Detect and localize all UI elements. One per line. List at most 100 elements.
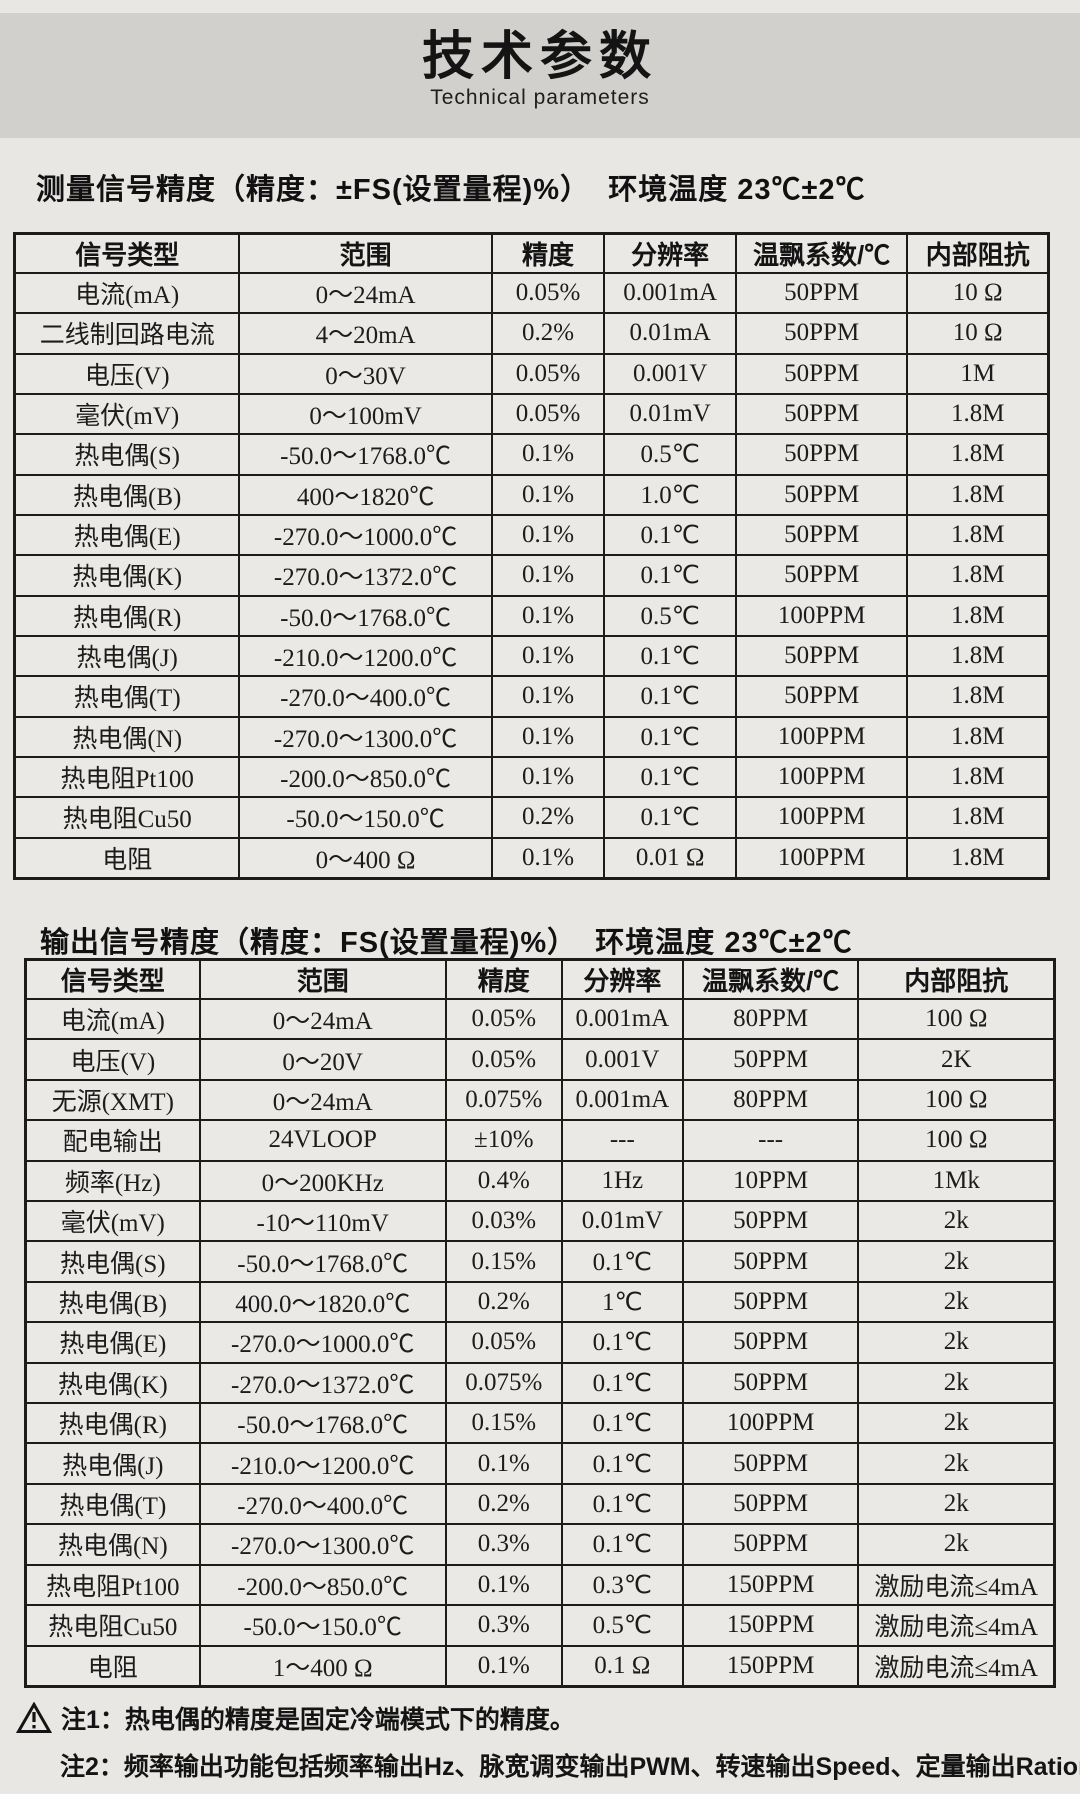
table-cell: 0～24mA bbox=[198, 1078, 447, 1122]
table-row: 无源(XMT) 0～24mA 0.075% 0.001mA 80PPM 100 Ω bbox=[24, 1078, 1056, 1122]
table-cell: 50PPM bbox=[734, 554, 909, 597]
table-cell: 0.05% bbox=[444, 1038, 563, 1081]
column-header: 分辨率 bbox=[560, 958, 684, 1000]
table-cell: -270.0～1300.0℃ bbox=[238, 715, 493, 758]
table-row: 热电偶(T) -270.0～400.0℃ 0.2% 0.1℃ 50PPM 2k bbox=[24, 1482, 1056, 1526]
table-row: 电阻 1～400 Ω 0.1% 0.1 Ω 150PPM 激励电流≤4mA bbox=[24, 1644, 1056, 1688]
table-cell: -50.0～1768.0℃ bbox=[198, 1402, 447, 1445]
table-row: 热电偶(B) 400.0～1820.0℃ 0.2% 1℃ 50PPM 2k bbox=[24, 1280, 1056, 1324]
table-cell: -270.0～400.0℃ bbox=[198, 1482, 447, 1526]
table-row: 热电偶(B) 400～1820℃ 0.1% 1.0℃ 50PPM 1.8M bbox=[13, 473, 1050, 516]
table-cell: -270.0～1372.0℃ bbox=[238, 554, 493, 597]
column-header: 内部阻抗 bbox=[906, 232, 1050, 274]
table-cell: 0.5℃ bbox=[603, 433, 737, 476]
footnote-line-2: 注2：频率输出功能包括频率输出Hz、脉宽调变输出PWM、转速输出Speed、定量… bbox=[16, 1747, 1080, 1783]
page-subtitle: Technical parameters bbox=[430, 86, 650, 110]
table-cell: 0.1℃ bbox=[560, 1240, 684, 1283]
table-row: 电流(mA) 0～24mA 0.05% 0.001mA 80PPM 100 Ω bbox=[24, 997, 1056, 1041]
table-cell: 2k bbox=[857, 1200, 1056, 1243]
table-cell: 0.2% bbox=[444, 1482, 563, 1526]
output-table-head: 信号类型 范围 精度 分辨率 温飘系数/℃ 内部阻抗 bbox=[24, 958, 1056, 1000]
table-cell: 0.15% bbox=[444, 1240, 563, 1283]
table-cell: 激励电流≤4mA bbox=[857, 1563, 1056, 1607]
table-row: 热电阻Cu50 -50.0～150.0℃ 0.2% 0.1℃ 100PPM 1.8M bbox=[13, 796, 1050, 839]
table-cell: 1.8M bbox=[906, 634, 1050, 678]
output-section-heading: 输出信号精度（精度：FS(设置量程)%） 环境温度 23℃±2℃ bbox=[40, 927, 853, 959]
table-cell: 1M bbox=[906, 352, 1050, 395]
table-cell: 2k bbox=[857, 1321, 1056, 1364]
table-cell: 0.2% bbox=[490, 796, 606, 839]
table-cell: 热电偶(T) bbox=[13, 675, 241, 718]
table-cell: 50PPM bbox=[681, 1361, 860, 1405]
table-cell: 24VLOOP bbox=[198, 1119, 447, 1162]
table-row: 热电阻Cu50 -50.0～150.0℃ 0.3% 0.5℃ 150PPM 激励电流≤4m… bbox=[24, 1604, 1056, 1647]
table-cell: 400～1820℃ bbox=[238, 473, 493, 516]
table-cell: 热电阻Pt100 bbox=[24, 1563, 201, 1607]
column-header: 精度 bbox=[444, 958, 563, 1000]
table-cell: 热电阻Cu50 bbox=[24, 1604, 201, 1647]
column-header: 分辨率 bbox=[603, 232, 737, 274]
table-cell: 0.1℃ bbox=[603, 796, 737, 839]
table-row: 电阻 0～400 Ω 0.1% 0.01 Ω 100PPM 1.8M bbox=[13, 836, 1050, 880]
table-row: 二线制回路电流 4～20mA 0.2% 0.01mA 50PPM 10 Ω bbox=[13, 312, 1050, 355]
column-header: 信号类型 bbox=[13, 232, 241, 274]
table-cell: 100PPM bbox=[734, 796, 909, 839]
table-cell: 0～100mV bbox=[238, 392, 493, 436]
table-cell: 0.05% bbox=[444, 1321, 563, 1364]
table-cell: 2k bbox=[857, 1442, 1056, 1485]
table-row: 热电偶(K) -270.0～1372.0℃ 0.1% 0.1℃ 50PPM 1.8M bbox=[13, 554, 1050, 597]
table-cell: 配电输出 bbox=[24, 1119, 201, 1162]
page-header-band: 技术参数 Technical parameters bbox=[0, 13, 1080, 138]
table-cell: 50PPM bbox=[734, 312, 909, 355]
table-cell: 0.1% bbox=[490, 433, 606, 476]
table-cell: 80PPM bbox=[681, 1078, 860, 1122]
table-cell: 50PPM bbox=[681, 1442, 860, 1485]
column-header: 信号类型 bbox=[24, 958, 201, 1000]
table-cell: 0.075% bbox=[444, 1361, 563, 1405]
table-cell: 激励电流≤4mA bbox=[857, 1604, 1056, 1647]
table-cell: -270.0～1372.0℃ bbox=[198, 1361, 447, 1405]
column-header: 范围 bbox=[238, 232, 493, 274]
table-row: 热电偶(N) -270.0～1300.0℃ 0.1% 0.1℃ 100PPM 1.8M bbox=[13, 715, 1050, 758]
table-cell: 0.1℃ bbox=[603, 554, 737, 597]
table-cell: 电流(mA) bbox=[13, 271, 241, 315]
table-cell: 热电偶(S) bbox=[24, 1240, 201, 1283]
table-row: 配电输出 24VLOOP ±10% --- --- 100 Ω bbox=[24, 1119, 1056, 1162]
table-cell: 0.2% bbox=[444, 1280, 563, 1324]
header-row: 信号类型 范围 精度 分辨率 温飘系数/℃ 内部阻抗 bbox=[24, 958, 1056, 1000]
table-cell: 0.01mV bbox=[560, 1200, 684, 1243]
table-cell: 电阻 bbox=[13, 836, 241, 880]
table-cell: -10～110mV bbox=[198, 1200, 447, 1243]
table-cell: 0～30V bbox=[238, 352, 493, 395]
table-cell: 热电偶(K) bbox=[24, 1361, 201, 1405]
table-cell: 热电偶(E) bbox=[13, 513, 241, 557]
table-cell: 1.8M bbox=[906, 554, 1050, 597]
table-cell: 热电阻Cu50 bbox=[13, 796, 241, 839]
column-header: 温飘系数/℃ bbox=[681, 958, 860, 1000]
table-cell: 0.3% bbox=[444, 1604, 563, 1647]
table-cell: 1.8M bbox=[906, 594, 1050, 637]
header-row: 信号类型 范围 精度 分辨率 温飘系数/℃ 内部阻抗 bbox=[13, 232, 1050, 274]
table-cell: 50PPM bbox=[734, 634, 909, 678]
table-cell: 热电偶(J) bbox=[13, 634, 241, 678]
output-table: 信号类型 范围 精度 分辨率 温飘系数/℃ 内部阻抗 电流(mA) 0～24mA 0.05% 0… bbox=[24, 958, 1056, 1688]
table-cell: 0.1% bbox=[490, 513, 606, 557]
table-cell: 50PPM bbox=[681, 1482, 860, 1526]
table-cell: 0.3% bbox=[444, 1523, 563, 1566]
table-cell: 激励电流≤4mA bbox=[857, 1644, 1056, 1688]
table-cell: 0～400 Ω bbox=[238, 836, 493, 880]
table-cell: 毫伏(mV) bbox=[13, 392, 241, 436]
table-cell: 热电偶(K) bbox=[13, 554, 241, 597]
table-cell: 50PPM bbox=[734, 271, 909, 315]
table-cell: 2k bbox=[857, 1361, 1056, 1405]
table-cell: 0.1℃ bbox=[560, 1402, 684, 1445]
table-cell: 50PPM bbox=[734, 392, 909, 436]
table-row: 电流(mA) 0～24mA 0.05% 0.001mA 50PPM 10 Ω bbox=[13, 271, 1050, 315]
table-cell: 热电偶(B) bbox=[24, 1280, 201, 1324]
table-cell: 0.1℃ bbox=[560, 1442, 684, 1485]
footnotes: 注1：热电偶的精度是固定冷端模式下的精度。 注2：频率输出功能包括频率输出Hz、… bbox=[16, 1700, 1080, 1794]
table-cell: 0.1℃ bbox=[560, 1523, 684, 1566]
table-cell: 150PPM bbox=[681, 1644, 860, 1688]
top-margin-strip bbox=[0, 0, 1080, 13]
table-cell: 0.03% bbox=[444, 1200, 563, 1243]
